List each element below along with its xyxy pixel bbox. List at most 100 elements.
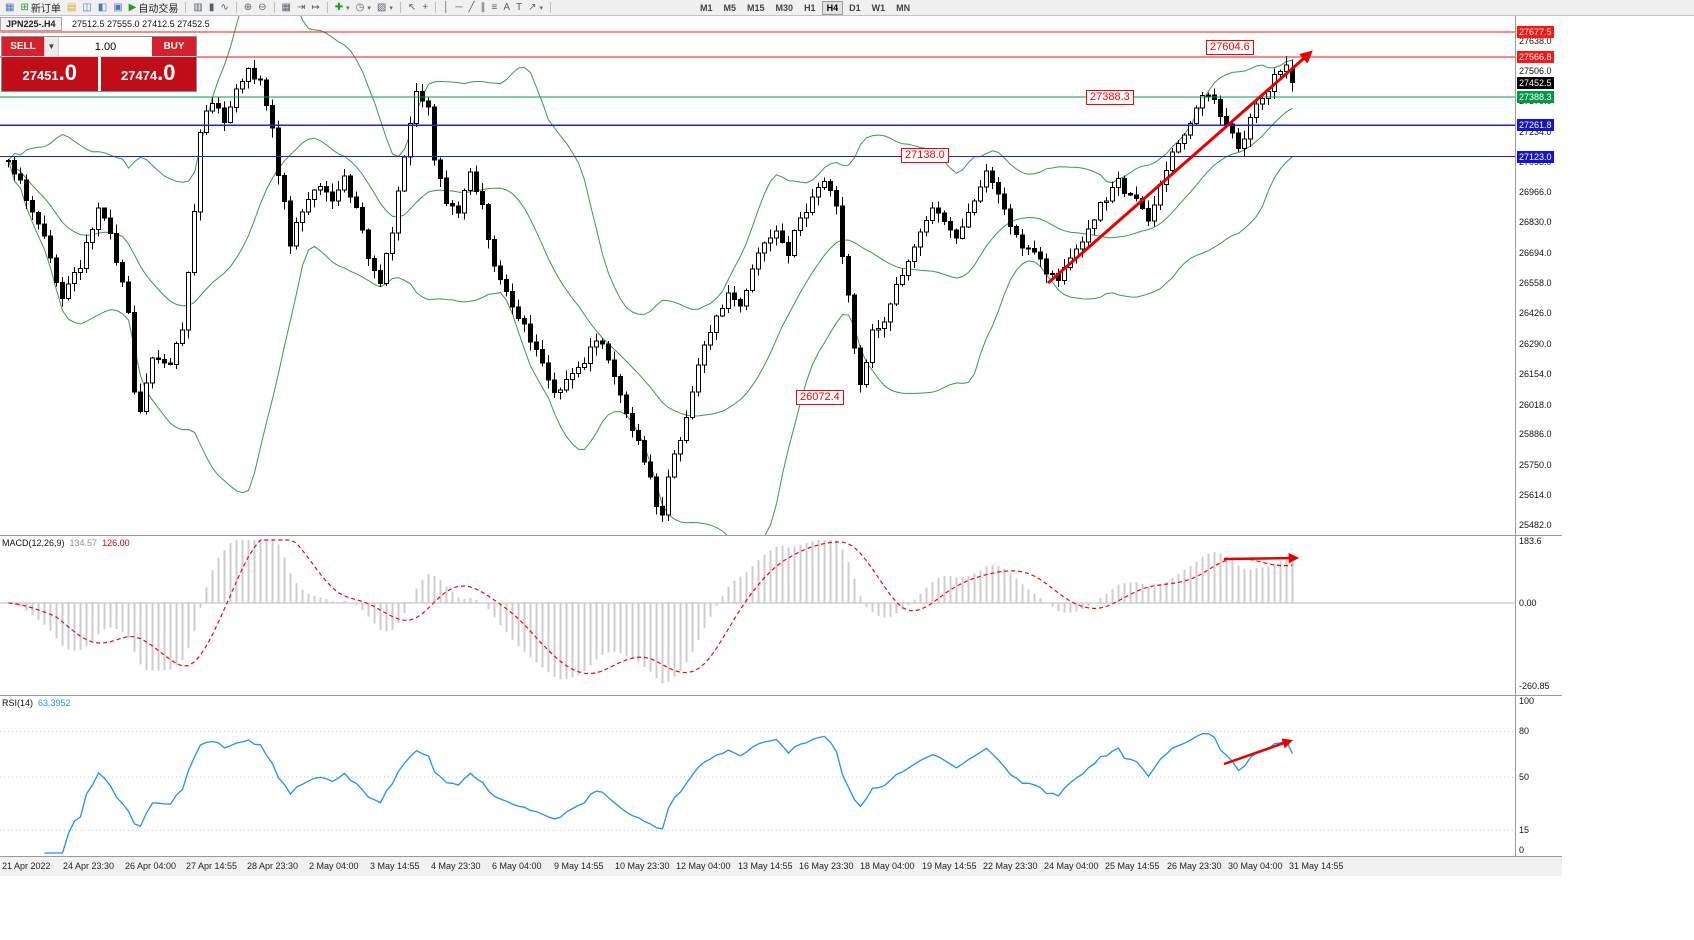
navigator-icon[interactable]: ▣ (110, 1, 125, 15)
time-axis[interactable]: 21 Apr 2022 24 Apr 23:30 26 Apr 04:00 27 Ap… (0, 857, 1562, 876)
price-line-label: 27123.0 (1517, 151, 1554, 163)
macd-scale-label: 0.00 (1519, 598, 1537, 608)
sell-price-main: 27451 (22, 68, 59, 83)
macd-signal-value: 126.00 (102, 538, 130, 548)
crosshair-icon: + (422, 1, 429, 13)
toolbar-separator (399, 2, 401, 13)
indicators-icon[interactable]: ✚ ▾ (332, 1, 353, 15)
time-label: 13 May 14:55 (738, 861, 793, 871)
timeframe-m1-button[interactable]: M1 (700, 2, 713, 13)
fibonacci-icon[interactable]: ≡ (488, 1, 500, 15)
new-chart-icon[interactable]: ▦ (2, 1, 17, 15)
label-icon[interactable]: T (513, 1, 525, 15)
zoom-in-icon: ⊕ (243, 1, 253, 13)
rsi-label: RSI(14) 63.3952 (2, 698, 76, 708)
volume-dropdown-button[interactable]: ▼ (44, 37, 59, 56)
timeframe-m15-button[interactable]: M15 (747, 2, 765, 13)
arrows-tool-icon: ↗ (528, 1, 537, 13)
data-window-icon: ◧ (97, 1, 108, 13)
candlestick-chart-icon[interactable]: ▮ (206, 1, 218, 15)
time-label: 30 May 04:00 (1228, 861, 1283, 871)
autotrading-button-label: 自动交易 (138, 4, 179, 15)
new-order-icon: ⊞ (20, 1, 29, 13)
price-tick: 25750.0 (1519, 460, 1552, 470)
timeframe-m5-button[interactable]: M5 (723, 2, 737, 13)
time-label: 25 May 14:55 (1105, 861, 1160, 871)
horizontal-line-icon[interactable]: ─ (452, 1, 465, 15)
cursor-icon: ↖ (407, 1, 417, 13)
indicators-icon: ✚ (334, 1, 344, 13)
tile-windows-icon[interactable]: ▦ (279, 1, 294, 15)
one-click-trade-panel: SELL ▼ BUY 27451.0 27474.0 (1, 36, 197, 92)
price-annotation[interactable]: 27604.6 (1206, 40, 1254, 55)
timeframe-m30-button[interactable]: M30 (775, 2, 794, 13)
templates-icon[interactable]: ▨ ▾ (374, 1, 396, 15)
chart-profiles-icon[interactable]: ▤ (64, 1, 79, 15)
price-tick: 26830.0 (1519, 217, 1552, 227)
rsi-scale-label: 0 (1519, 845, 1525, 855)
new-order-button[interactable]: ⊞ 新订单 (17, 1, 63, 16)
time-label: 26 Apr 04:00 (125, 861, 177, 871)
timeframe-mn-button[interactable]: MN (896, 2, 911, 13)
data-window-icon[interactable]: ◧ (95, 1, 110, 15)
toolbar-items: ▦ ⊞ 新订单 ▤ ◫ ◧ ▣ ▶ 自动交易 ▥ ▮ ∿ ⊕ ⊖ ▦ ⇥ ↦ ✚ ▾ ◷ ▾ ▨ ▾ ↖ + │ ─ ╱ ∥ ≡ A T ↗ ▾ (2, 0, 555, 15)
auto-scroll-icon[interactable]: ⇥ (294, 1, 308, 15)
chart-shift-icon[interactable]: ↦ (308, 1, 322, 15)
price-axis[interactable]: 27638.027506.027370.027234.027098.026966… (1516, 0, 1564, 940)
rsi-scale-label: 100 (1519, 696, 1535, 706)
chart-tab[interactable]: JPN225-.H4 (0, 17, 62, 31)
crosshair-icon[interactable]: + (419, 1, 431, 15)
trendline-icon[interactable]: ╱ (465, 1, 477, 15)
price-line-label: 27677.5 (1517, 26, 1554, 38)
buy-price-display[interactable]: 27474.0 (100, 57, 196, 91)
line-chart-icon[interactable]: ∿ (217, 1, 231, 15)
zoom-in-icon[interactable]: ⊕ (241, 1, 255, 15)
timeframe-w1-button[interactable]: W1 (871, 2, 886, 13)
trade-panel-top-row: SELL ▼ BUY (2, 37, 196, 57)
price-tick: 27506.0 (1519, 66, 1552, 76)
autotrading-button[interactable]: ▶ 自动交易 (126, 1, 182, 16)
sell-price-display[interactable]: 27451.0 (2, 57, 98, 91)
horizontal-line-icon: ─ (455, 1, 463, 13)
volume-input[interactable] (59, 37, 152, 56)
sell-price-frac: .0 (58, 60, 77, 85)
timeframe-h1-button[interactable]: H1 (804, 2, 816, 13)
sell-button[interactable]: SELL (2, 37, 44, 56)
market-watch-icon[interactable]: ◫ (79, 1, 94, 15)
toolbar-separator (550, 2, 551, 13)
time-label: 24 May 04:00 (1044, 861, 1099, 871)
toolbar-separator (235, 2, 237, 13)
toolbar: ▦ ⊞ 新订单 ▤ ◫ ◧ ▣ ▶ 自动交易 ▥ ▮ ∿ ⊕ ⊖ ▦ ⇥ ↦ ✚ ▾ ◷ ▾ ▨ ▾ ↖ + │ ─ ╱ ∥ ≡ A T ↗ ▾ … (0, 0, 1694, 16)
chart-profiles-icon: ▤ (66, 1, 77, 13)
zoom-out-icon[interactable]: ⊖ (255, 1, 269, 15)
price-tick: 27234.0 (1519, 127, 1552, 137)
new-order-button-label: 新订单 (30, 4, 61, 15)
price-annotation[interactable]: 27138.0 (901, 148, 949, 163)
level-lines (0, 31, 1515, 158)
buy-button[interactable]: BUY (152, 37, 196, 56)
periods-icon: ◷ (355, 1, 365, 13)
cursor-icon[interactable]: ↖ (405, 1, 419, 15)
chevron-down-icon: ▾ (389, 4, 393, 12)
tile-windows-icon: ▦ (281, 1, 291, 13)
timeframe-d1-button[interactable]: D1 (849, 2, 861, 13)
rsi-scale-label: 80 (1519, 726, 1530, 736)
buy-price-main: 27474 (120, 68, 158, 83)
timeframe-h4-button[interactable]: H4 (821, 0, 844, 15)
price-line-label: 27566.8 (1517, 51, 1554, 63)
price-tick: 26154.0 (1519, 369, 1552, 379)
bar-chart-icon[interactable]: ▥ (190, 1, 205, 15)
macd-scale-label: 183.6 (1519, 536, 1542, 546)
price-annotation[interactable]: 27388.3 (1086, 90, 1134, 105)
trade-panel-divider (97, 57, 101, 91)
periods-icon[interactable]: ◷ ▾ (353, 1, 374, 15)
text-icon: A (503, 1, 510, 13)
channel-icon[interactable]: ∥ (477, 1, 488, 15)
text-icon[interactable]: A (500, 1, 513, 15)
arrows-tool-icon[interactable]: ↗ ▾ (525, 1, 546, 15)
price-annotation[interactable]: 26072.4 (796, 390, 844, 405)
time-label: 16 May 23:30 (799, 861, 854, 871)
vertical-line-icon[interactable]: │ (440, 1, 452, 15)
toolbar-separator (273, 2, 275, 13)
